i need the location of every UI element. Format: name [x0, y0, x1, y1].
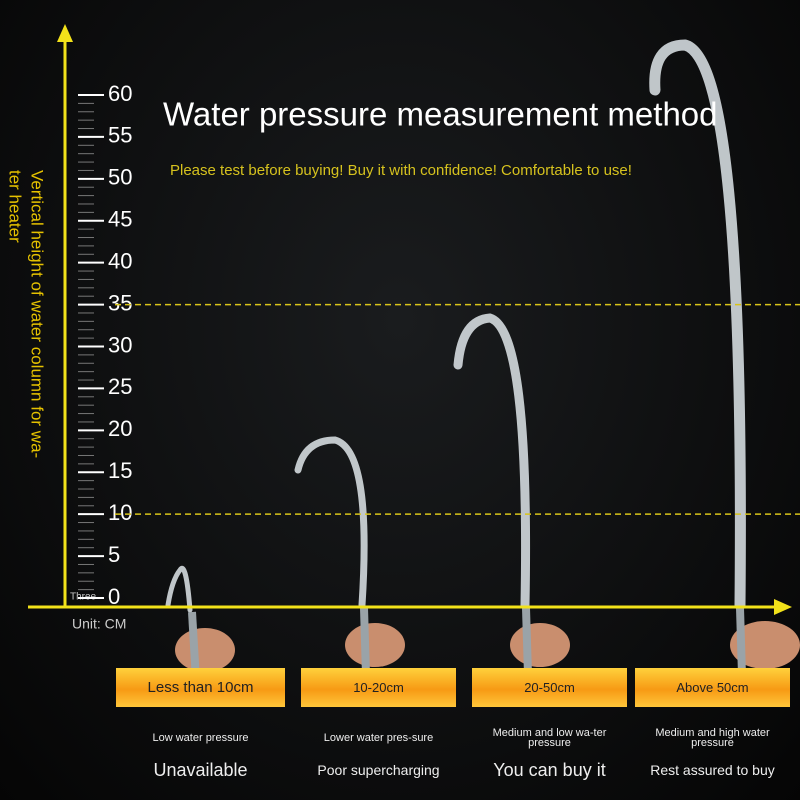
- ruler-label: 10: [108, 500, 132, 525]
- axis-label: ter heater: [6, 170, 25, 243]
- ruler-label: 20: [108, 416, 132, 441]
- verdict: Poor supercharging: [317, 762, 440, 778]
- pressure-label: Medium and low wa-ter pressure: [492, 727, 607, 749]
- pressure-label: Lower water pres-sure: [323, 732, 434, 744]
- verdict: Rest assured to buy: [650, 762, 775, 778]
- ruler-label: 35: [108, 290, 132, 315]
- ruler-label: 30: [108, 332, 132, 357]
- range-box: Above 50cm: [635, 668, 790, 707]
- ruler-label: 45: [108, 207, 132, 232]
- range-box: Less than 10cm: [116, 668, 285, 707]
- title: Water pressure measurement method: [163, 96, 718, 133]
- ruler-label: 60: [108, 81, 132, 106]
- x-arrow: [774, 599, 792, 615]
- verdict: Unavailable: [153, 760, 248, 780]
- verdict: You can buy it: [493, 760, 606, 780]
- subtitle: Please test before buying! Buy it with c…: [170, 162, 632, 179]
- range-box: 20-50cm: [472, 668, 627, 707]
- range-box: 10-20cm: [301, 668, 456, 707]
- hands: [175, 621, 800, 672]
- water-jets: [165, 39, 746, 613]
- ruler-label: 5: [108, 542, 120, 567]
- ruler-label: 40: [108, 248, 132, 273]
- ruler-label: 0: [108, 584, 120, 609]
- y-arrow: [57, 24, 73, 42]
- ruler-label: 25: [108, 374, 132, 399]
- axis-label: Vertical height of water column for wa-: [28, 170, 47, 458]
- pressure-label: Low water pressure: [152, 732, 249, 744]
- ruler-label: 55: [108, 123, 132, 148]
- ruler-label: 15: [108, 458, 132, 483]
- ruler-label: 50: [108, 165, 132, 190]
- unit: Unit: CM: [72, 616, 126, 632]
- pressure-label: Medium and high water pressure: [655, 727, 770, 749]
